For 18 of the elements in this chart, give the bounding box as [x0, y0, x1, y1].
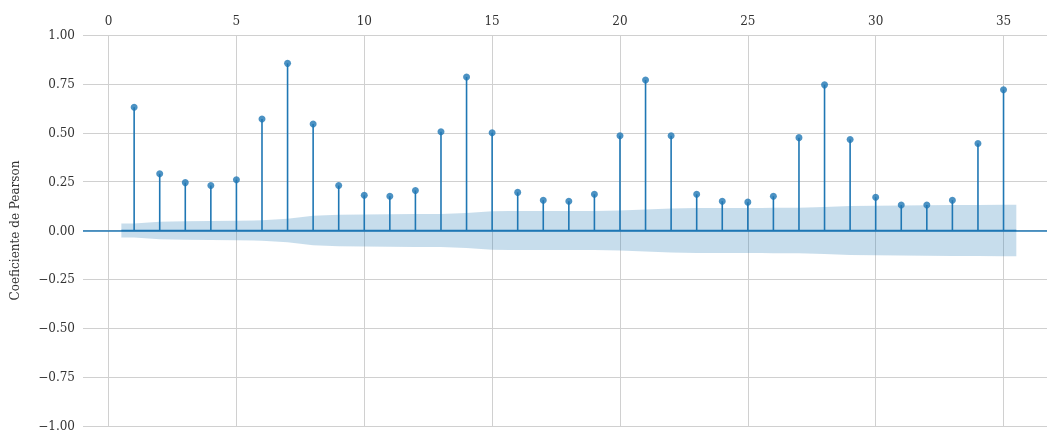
y-tick-label: −1.00: [38, 419, 75, 432]
x-tick-label: 20: [612, 14, 628, 28]
x-tick-label: 0: [104, 14, 113, 28]
y-tick-label: −0.75: [38, 370, 75, 385]
y-tick-label: −0.50: [38, 321, 75, 336]
y-tick-label: 0.00: [48, 223, 75, 238]
y-tick-label: 0.25: [48, 174, 75, 189]
y-axis-title: Coeficiente de Pearson: [8, 160, 22, 301]
x-tick-label: 30: [868, 14, 884, 28]
x-tick-label: 35: [995, 14, 1012, 28]
x-tick-label: 5: [232, 14, 241, 28]
x-tick-label: 15: [484, 14, 500, 28]
y-tick-label: 1.00: [48, 28, 75, 42]
x-tick-label: 25: [740, 14, 756, 28]
y-tick-label: 0.50: [48, 125, 75, 140]
y-tick-label: −0.25: [38, 272, 75, 287]
x-tick-label: 10: [356, 14, 372, 28]
y-tick-label: 0.75: [48, 76, 75, 91]
